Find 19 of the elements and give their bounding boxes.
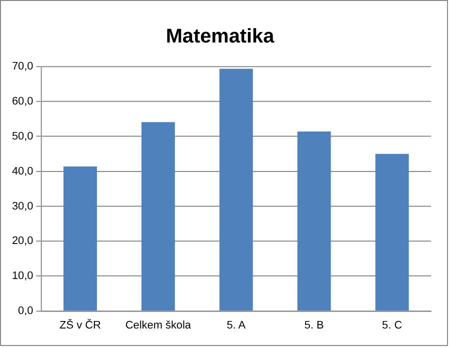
bar [219, 68, 253, 310]
y-tick-label: 70,0 [12, 60, 34, 73]
x-tick-label: ZŠ v ČR [60, 318, 101, 332]
bar [141, 122, 175, 310]
chart-title: Matematika [166, 25, 276, 48]
bar [63, 166, 97, 310]
y-tick-label: 40,0 [12, 165, 34, 178]
y-tick-label: 50,0 [12, 130, 34, 142]
y-tick-label: 60,0 [12, 96, 34, 108]
x-tick-label: 5. B [304, 320, 324, 332]
y-tick-label: 10,0 [12, 270, 34, 282]
bar [375, 154, 409, 310]
x-tick-label: 5. A [226, 320, 246, 332]
x-tick-label: Celkem škola [125, 320, 192, 332]
y-tick-label: 30,0 [12, 200, 34, 212]
bar [297, 132, 331, 310]
y-tick-label: 0,0 [18, 305, 34, 318]
y-tick-label: 20,0 [12, 235, 34, 248]
x-tick-label: 5. C [382, 320, 402, 332]
